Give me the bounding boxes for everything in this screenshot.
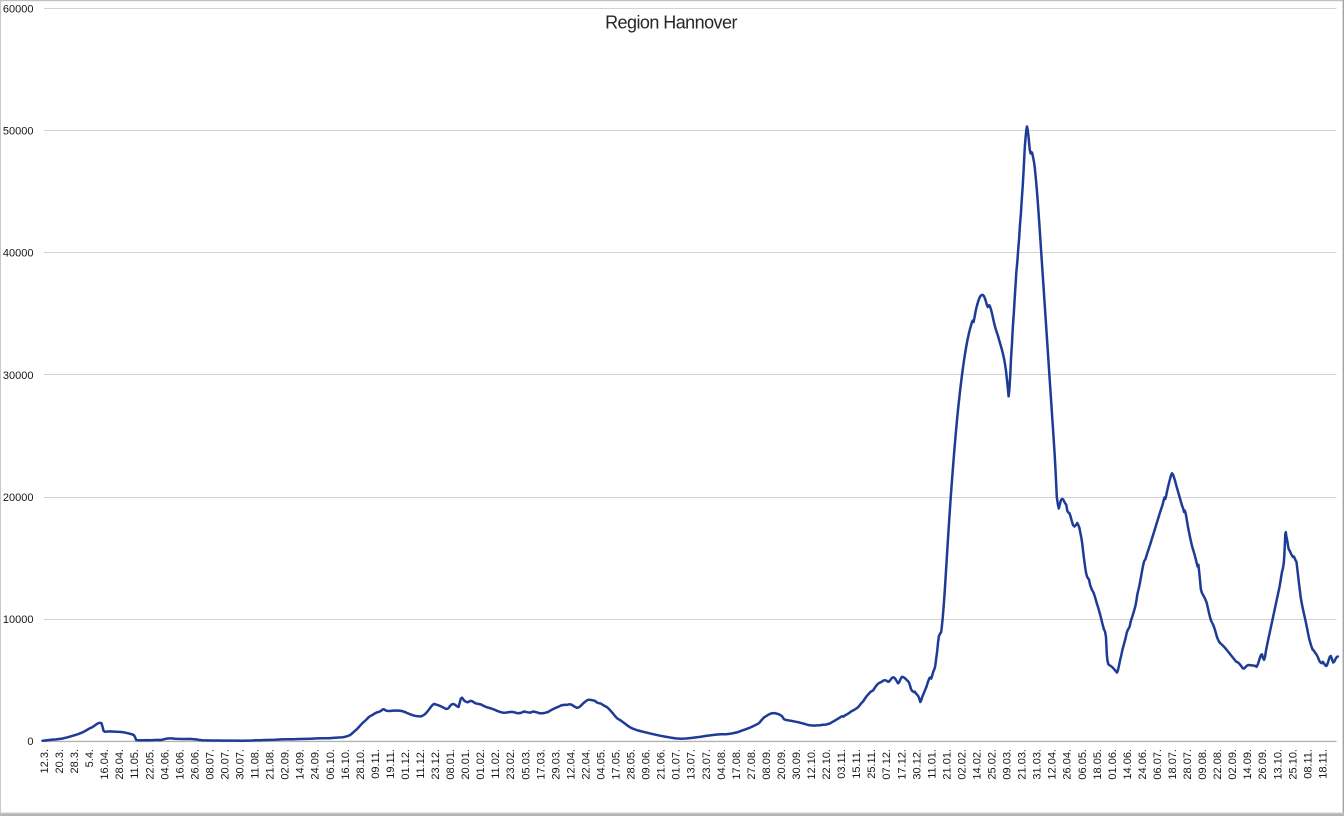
svg-text:02.09.: 02.09. (280, 749, 292, 780)
svg-text:04.05.: 04.05. (596, 749, 608, 780)
svg-text:11.01.: 11.01. (926, 749, 938, 779)
svg-text:30000: 30000 (3, 370, 34, 382)
svg-text:18.11.: 18.11. (1317, 749, 1329, 779)
svg-text:28.3.: 28.3. (69, 749, 81, 773)
svg-text:16.04.: 16.04. (99, 749, 111, 780)
svg-text:30.09.: 30.09. (791, 749, 803, 780)
svg-text:24.06.: 24.06. (1137, 749, 1149, 780)
svg-text:23.02.: 23.02. (505, 749, 517, 780)
svg-text:02.09.: 02.09. (1227, 749, 1239, 780)
svg-text:12.10.: 12.10. (806, 749, 818, 780)
svg-text:14.02.: 14.02. (972, 749, 984, 780)
svg-text:16.10.: 16.10. (340, 749, 352, 780)
svg-text:02.02.: 02.02. (956, 749, 968, 780)
svg-text:25.10.: 25.10. (1287, 749, 1299, 780)
svg-text:21.01.: 21.01. (941, 749, 953, 780)
svg-text:20.09.: 20.09. (776, 749, 788, 780)
svg-text:30.12.: 30.12. (911, 749, 923, 780)
svg-text:06.10.: 06.10. (325, 749, 337, 780)
svg-text:18.05.: 18.05. (1092, 749, 1104, 780)
svg-text:19.11.: 19.11. (385, 749, 397, 779)
svg-text:21.03.: 21.03. (1017, 749, 1029, 780)
svg-text:12.04.: 12.04. (565, 749, 577, 780)
svg-text:08.07.: 08.07. (204, 749, 216, 780)
svg-text:27.08.: 27.08. (746, 749, 758, 780)
svg-text:17.12.: 17.12. (896, 749, 908, 780)
svg-text:28.07.: 28.07. (1182, 749, 1194, 780)
svg-text:09.08.: 09.08. (1197, 749, 1209, 780)
svg-text:08.01.: 08.01. (445, 749, 457, 780)
svg-text:26.06.: 26.06. (189, 749, 201, 780)
svg-text:26.09.: 26.09. (1257, 749, 1269, 780)
svg-text:12.04.: 12.04. (1047, 749, 1059, 780)
svg-text:04.08.: 04.08. (716, 749, 728, 780)
svg-text:10000: 10000 (3, 614, 34, 626)
svg-text:09.03.: 09.03. (1002, 749, 1014, 780)
svg-text:11.02.: 11.02. (490, 749, 502, 779)
svg-text:17.03.: 17.03. (535, 749, 547, 780)
svg-text:15.11.: 15.11. (851, 749, 863, 779)
svg-text:14.09.: 14.09. (295, 749, 307, 780)
svg-text:13.10.: 13.10. (1272, 749, 1284, 780)
svg-text:0: 0 (27, 736, 33, 748)
svg-text:11.05.: 11.05. (129, 749, 141, 779)
svg-text:09.06.: 09.06. (641, 749, 653, 780)
svg-text:26.04.: 26.04. (1062, 749, 1074, 780)
svg-text:05.03.: 05.03. (520, 749, 532, 780)
svg-text:Region Hannover: Region Hannover (605, 12, 737, 32)
svg-text:20.07.: 20.07. (220, 749, 232, 780)
svg-text:08.11.: 08.11. (1302, 749, 1314, 779)
svg-text:40000: 40000 (3, 248, 34, 260)
svg-text:22.04.: 22.04. (580, 749, 592, 780)
svg-text:22.05.: 22.05. (144, 749, 156, 780)
svg-text:29.03.: 29.03. (550, 749, 562, 780)
svg-text:03.11.: 03.11. (836, 749, 848, 779)
svg-text:06.07.: 06.07. (1152, 749, 1164, 780)
svg-text:14.09.: 14.09. (1242, 749, 1254, 780)
svg-text:07.12.: 07.12. (881, 749, 893, 780)
svg-text:08.09.: 08.09. (761, 749, 773, 780)
svg-text:24.09.: 24.09. (310, 749, 322, 780)
svg-text:21.06.: 21.06. (656, 749, 668, 780)
svg-text:17.08.: 17.08. (731, 749, 743, 780)
svg-text:23.07.: 23.07. (701, 749, 713, 780)
svg-text:22.10.: 22.10. (821, 749, 833, 780)
svg-text:12.3.: 12.3. (39, 749, 51, 773)
svg-text:22.08.: 22.08. (1212, 749, 1224, 780)
svg-text:01.02.: 01.02. (475, 749, 487, 780)
svg-text:28.10.: 28.10. (355, 749, 367, 780)
svg-text:14.06.: 14.06. (1122, 749, 1134, 780)
svg-text:31.03.: 31.03. (1032, 749, 1044, 780)
svg-text:28.05.: 28.05. (626, 749, 638, 780)
svg-text:01.12.: 01.12. (400, 749, 412, 780)
svg-text:06.05.: 06.05. (1077, 749, 1089, 780)
svg-text:20.3.: 20.3. (54, 749, 66, 773)
svg-text:11.08.: 11.08. (250, 749, 262, 779)
svg-text:20000: 20000 (3, 492, 34, 504)
svg-text:28.04.: 28.04. (114, 749, 126, 780)
svg-text:04.06.: 04.06. (159, 749, 171, 780)
svg-text:16.06.: 16.06. (174, 749, 186, 780)
svg-text:21.08.: 21.08. (265, 749, 277, 780)
svg-text:30.07.: 30.07. (235, 749, 247, 780)
svg-text:25.11.: 25.11. (866, 749, 878, 779)
svg-text:20.01.: 20.01. (460, 749, 472, 780)
svg-text:5.4.: 5.4. (84, 749, 96, 767)
svg-text:09.11.: 09.11. (370, 749, 382, 779)
svg-text:25.02.: 25.02. (987, 749, 999, 780)
svg-text:18.07.: 18.07. (1167, 749, 1179, 780)
svg-text:23.12.: 23.12. (430, 749, 442, 780)
svg-text:50000: 50000 (3, 125, 34, 137)
svg-text:13.07.: 13.07. (686, 749, 698, 780)
svg-text:60000: 60000 (3, 3, 34, 15)
svg-text:01.07.: 01.07. (671, 749, 683, 780)
svg-text:17.05.: 17.05. (611, 749, 623, 780)
svg-text:01.06.: 01.06. (1107, 749, 1119, 780)
svg-text:11.12.: 11.12. (415, 749, 427, 779)
